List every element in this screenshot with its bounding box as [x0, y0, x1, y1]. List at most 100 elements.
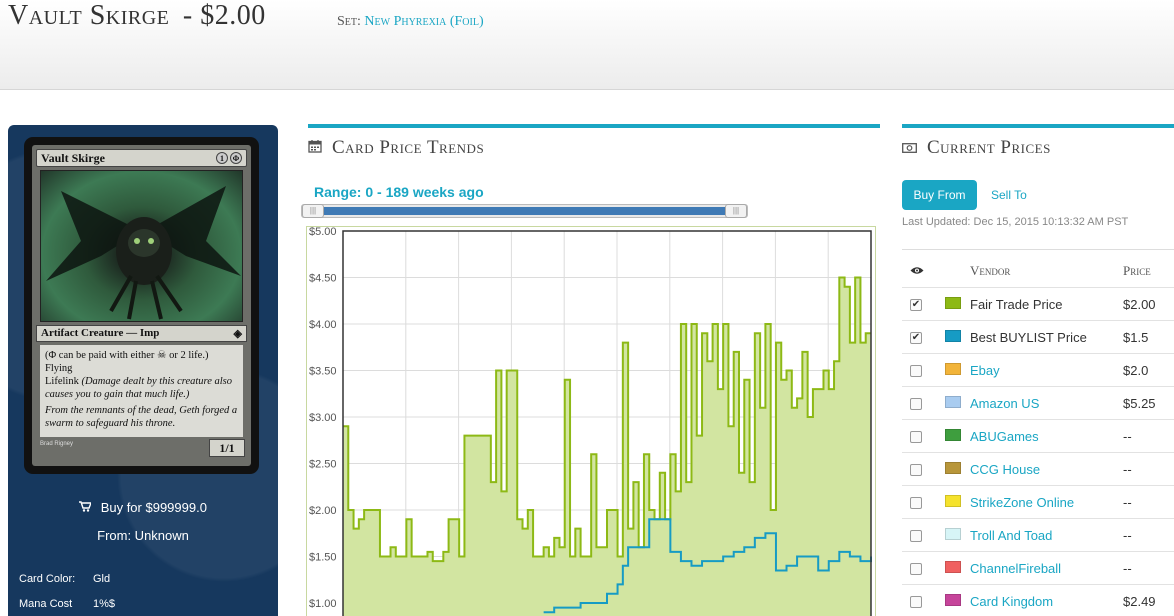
rules-line-3: Lifelink (Damage dealt by this creature …	[45, 375, 238, 401]
range-slider[interactable]: ||| |||	[301, 204, 748, 218]
card-name: Vault Skirge	[8, 0, 170, 31]
rules-reminder: (Damage dealt by this creature also caus…	[45, 376, 233, 400]
y-tick-label: $5.00	[309, 227, 337, 238]
vendor-row: ABUGames --	[902, 420, 1174, 453]
y-tick-label: $4.50	[309, 273, 337, 285]
vendor-color-swatch	[945, 396, 961, 408]
rules-line-1: (Φ can be paid with either ☠ or 2 life.)	[45, 350, 209, 361]
vendor-price: --	[1123, 561, 1132, 576]
page-header: Vault Skirge - $2.00 Set: New Phyrexia (…	[0, 0, 1174, 90]
page-title: Vault Skirge - $2.00	[8, 0, 266, 32]
phyrexian-mana-icon: Φ	[230, 152, 242, 164]
vendor-price: $2.49	[1123, 594, 1156, 609]
vendor-price: --	[1123, 528, 1132, 543]
vendor-color-swatch	[945, 429, 961, 441]
series-line-0	[343, 276, 871, 563]
vendor-row: Amazon US $5.25	[902, 387, 1174, 420]
vendor-checkbox[interactable]	[910, 365, 922, 377]
vendor-name[interactable]: StrikeZone Online	[970, 495, 1075, 510]
vendor-checkbox[interactable]	[910, 596, 922, 608]
money-icon	[902, 137, 917, 159]
set-label: Set:	[337, 14, 361, 29]
y-tick-label: $2.00	[309, 505, 337, 517]
card-type-line: Artifact Creature — Imp ◈	[36, 325, 247, 342]
set-info: Set: New Phyrexia (Foil)	[337, 14, 484, 30]
vendor-price: --	[1123, 462, 1132, 477]
prices-title: Current Prices	[902, 137, 1051, 159]
card-rules-text: (Φ can be paid with either ☠ or 2 life.)…	[40, 345, 243, 437]
vendor-color-swatch	[945, 363, 961, 375]
set-link[interactable]: New Phyrexia (Foil)	[364, 14, 484, 29]
calendar-icon	[308, 137, 322, 159]
vendor-checkbox[interactable]	[910, 431, 922, 443]
y-tick-label: $1.00	[309, 598, 337, 610]
vendor-name[interactable]: ChannelFireball	[970, 561, 1062, 576]
card-image: Vault Skirge 1 Φ Artifact Creat	[24, 137, 259, 474]
y-tick-label: $1.50	[309, 552, 337, 564]
vendor-price: $2.00	[1123, 297, 1156, 312]
vendor-name[interactable]: Troll And Toad	[970, 528, 1053, 543]
flavor-text: From the remnants of the dead, Geth forg…	[45, 404, 238, 430]
vendor-price: --	[1123, 495, 1132, 510]
vendor-color-swatch	[945, 462, 961, 474]
series-line-1	[543, 518, 872, 614]
vendor-name[interactable]: CCG House	[970, 462, 1041, 477]
price-chart: $5.00 $4.50 $4.00 $3.50 $3.00 $2.50 $2.00 $1.50…	[306, 226, 876, 616]
prices-header: Current Prices	[902, 124, 1174, 158]
prices-title-text: Current Prices	[927, 137, 1051, 158]
vendor-checkbox-checked[interactable]: ✔	[910, 332, 922, 344]
vendor-checkbox[interactable]	[910, 497, 922, 509]
tab-buy-from[interactable]: Buy From	[902, 180, 977, 210]
skirge-artwork-icon	[46, 186, 241, 320]
vendor-row: StrikeZone Online --	[902, 486, 1174, 519]
y-tick-label: $2.50	[309, 459, 337, 471]
price-chart-svg: $5.00 $4.50 $4.00 $3.50 $3.00 $2.50 $2.00 $1.50…	[309, 226, 872, 616]
vendor-row: Troll And Toad --	[902, 519, 1174, 552]
mana-generic-icon: 1	[216, 152, 228, 164]
vendor-row: ChannelFireball --	[902, 552, 1174, 585]
buy-source: From: Unknown	[97, 528, 189, 543]
buy-link[interactable]: Buy for $999999.0	[8, 500, 278, 515]
vendor-name[interactable]: Card Kingdom	[970, 594, 1054, 609]
vendor-name[interactable]: ABUGames	[970, 429, 1039, 444]
flavor-text-content: From the remnants of the dead, Geth forg…	[45, 405, 238, 429]
vendor-color-swatch	[945, 561, 961, 573]
trends-title: Card Price Trends	[308, 137, 484, 159]
vendor-name: Best BUYLIST Price	[970, 330, 1087, 345]
trends-header: Card Price Trends	[308, 124, 880, 158]
vendor-name[interactable]: Amazon US	[970, 396, 1040, 411]
vendor-checkbox-checked[interactable]: ✔	[910, 299, 922, 311]
vendor-checkbox[interactable]	[910, 464, 922, 476]
card-price: - $2.00	[182, 0, 266, 31]
tab-sell-to[interactable]: Sell To	[991, 188, 1027, 202]
vendor-row: ✔ Fair Trade Price $2.00	[902, 288, 1174, 321]
vendor-name[interactable]: Ebay	[970, 363, 1000, 378]
plot-frame	[342, 230, 872, 616]
vendor-color-swatch	[945, 330, 961, 342]
vendor-row: ✔ Best BUYLIST Price $1.5	[902, 321, 1174, 354]
vendor-checkbox[interactable]	[910, 530, 922, 542]
attr-key: Card Color:	[19, 573, 76, 585]
vendor-price: $5.25	[1123, 396, 1156, 411]
vendor-color-swatch	[945, 495, 961, 507]
col-vendor: Vendor	[970, 263, 1011, 278]
attr-value: 1%$	[93, 598, 116, 610]
rules-keyword: Lifelink	[45, 376, 79, 387]
attr-value: Gld	[93, 573, 111, 585]
range-slider-start-handle[interactable]: |||	[302, 204, 324, 218]
vendor-name: Fair Trade Price	[970, 297, 1063, 312]
vendor-row: CCG House --	[902, 453, 1174, 486]
range-slider-end-handle[interactable]: |||	[725, 204, 747, 218]
y-tick-label: $4.00	[309, 319, 337, 331]
vendor-checkbox[interactable]	[910, 563, 922, 575]
vendor-row: Card Kingdom $2.49	[902, 585, 1174, 616]
mana-cost-icons: 1 Φ	[216, 152, 242, 164]
rules-line-2: Flying	[45, 363, 73, 374]
vendor-checkbox[interactable]	[910, 398, 922, 410]
vendor-price: --	[1123, 429, 1132, 444]
vendor-color-swatch	[945, 528, 961, 540]
artist-credit: Brad Rigney	[40, 441, 74, 447]
attr-key: Mana Cost	[19, 598, 73, 610]
last-updated: Last Updated: Dec 15, 2015 10:13:32 AM P…	[902, 216, 1129, 228]
range-slider-fill	[314, 207, 735, 215]
